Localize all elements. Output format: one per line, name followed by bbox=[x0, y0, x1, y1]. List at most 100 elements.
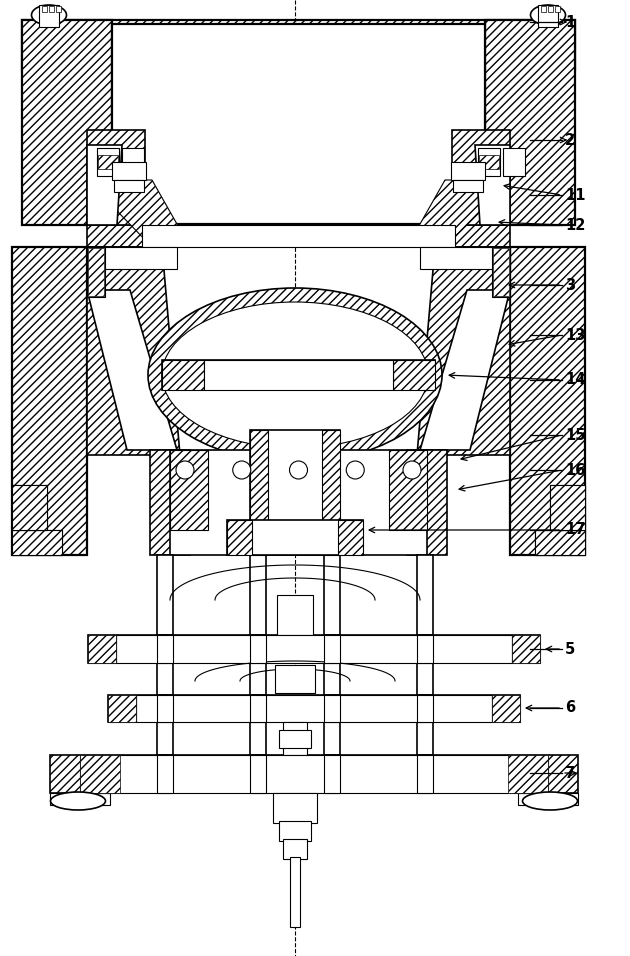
Bar bbox=[512, 635, 540, 663]
Bar bbox=[250, 722, 266, 755]
Text: 14: 14 bbox=[565, 373, 585, 387]
Bar bbox=[283, 722, 307, 755]
Bar bbox=[12, 485, 47, 530]
Bar bbox=[322, 430, 340, 555]
Bar bbox=[12, 530, 62, 555]
Bar bbox=[417, 695, 433, 722]
Text: 5: 5 bbox=[565, 641, 575, 657]
Bar bbox=[417, 755, 433, 793]
Bar bbox=[116, 635, 512, 663]
Text: 6: 6 bbox=[565, 701, 575, 715]
Bar bbox=[417, 722, 433, 755]
Bar bbox=[157, 663, 173, 695]
Bar bbox=[420, 247, 510, 269]
Bar bbox=[283, 839, 307, 859]
Bar bbox=[417, 555, 433, 635]
Bar bbox=[56, 6, 61, 12]
Bar bbox=[88, 248, 104, 296]
Bar bbox=[22, 20, 112, 225]
Ellipse shape bbox=[530, 5, 566, 25]
Ellipse shape bbox=[232, 461, 251, 479]
Bar bbox=[479, 155, 499, 169]
Text: 1: 1 bbox=[565, 14, 575, 30]
Ellipse shape bbox=[522, 792, 578, 810]
Bar bbox=[136, 695, 492, 722]
Bar bbox=[510, 247, 585, 555]
Bar bbox=[493, 248, 509, 296]
Bar bbox=[42, 6, 47, 12]
Bar bbox=[250, 695, 266, 722]
Bar bbox=[88, 635, 540, 663]
Bar bbox=[150, 450, 190, 555]
Bar bbox=[279, 730, 311, 748]
Bar bbox=[204, 360, 393, 390]
Bar bbox=[88, 635, 116, 663]
Bar bbox=[492, 695, 520, 722]
Bar bbox=[338, 520, 363, 555]
Bar bbox=[550, 485, 585, 530]
Bar bbox=[122, 148, 144, 176]
Polygon shape bbox=[475, 145, 510, 225]
Bar bbox=[250, 430, 268, 555]
Text: 13: 13 bbox=[565, 328, 585, 342]
Bar bbox=[324, 722, 340, 755]
Bar bbox=[170, 450, 427, 555]
Text: 11: 11 bbox=[565, 187, 585, 203]
Bar bbox=[108, 695, 136, 722]
Bar bbox=[277, 595, 313, 635]
Text: 3: 3 bbox=[565, 277, 575, 293]
Ellipse shape bbox=[164, 304, 426, 446]
Bar bbox=[452, 130, 510, 225]
Bar bbox=[273, 793, 317, 823]
Bar bbox=[157, 695, 173, 722]
Bar bbox=[87, 130, 145, 225]
Bar bbox=[80, 755, 120, 793]
Text: 16: 16 bbox=[565, 463, 585, 477]
Bar bbox=[538, 5, 558, 27]
Bar bbox=[162, 360, 204, 390]
Bar bbox=[550, 485, 585, 530]
Bar bbox=[417, 635, 433, 663]
Bar bbox=[548, 6, 553, 12]
Bar bbox=[250, 755, 266, 793]
Bar bbox=[227, 520, 363, 555]
Bar bbox=[157, 755, 173, 793]
Bar bbox=[417, 663, 433, 695]
Bar bbox=[157, 722, 173, 755]
Bar bbox=[88, 635, 116, 663]
Bar bbox=[451, 162, 485, 180]
Bar bbox=[112, 162, 146, 180]
Bar bbox=[290, 857, 300, 927]
Bar bbox=[492, 695, 520, 722]
Bar bbox=[518, 793, 578, 805]
Bar bbox=[453, 180, 483, 192]
Bar bbox=[12, 530, 62, 555]
Bar bbox=[324, 663, 340, 695]
Polygon shape bbox=[87, 145, 122, 225]
Bar bbox=[512, 635, 540, 663]
Bar bbox=[162, 360, 435, 390]
Ellipse shape bbox=[148, 288, 442, 462]
Bar bbox=[50, 793, 110, 805]
Bar bbox=[275, 665, 315, 693]
Bar bbox=[393, 360, 435, 390]
Bar bbox=[478, 148, 500, 176]
Bar bbox=[87, 225, 510, 247]
Bar bbox=[108, 695, 136, 722]
Polygon shape bbox=[417, 247, 510, 455]
Bar bbox=[108, 695, 520, 722]
Bar bbox=[80, 755, 548, 793]
Bar bbox=[97, 148, 119, 176]
Bar bbox=[87, 247, 105, 297]
Ellipse shape bbox=[50, 792, 105, 810]
Bar bbox=[50, 755, 578, 793]
Ellipse shape bbox=[403, 461, 421, 479]
Bar bbox=[114, 180, 144, 192]
Bar bbox=[170, 450, 208, 530]
Polygon shape bbox=[87, 180, 190, 247]
Bar bbox=[98, 155, 118, 169]
Text: 2: 2 bbox=[565, 133, 575, 147]
Bar bbox=[555, 6, 560, 12]
Ellipse shape bbox=[176, 461, 194, 479]
Polygon shape bbox=[87, 247, 180, 455]
